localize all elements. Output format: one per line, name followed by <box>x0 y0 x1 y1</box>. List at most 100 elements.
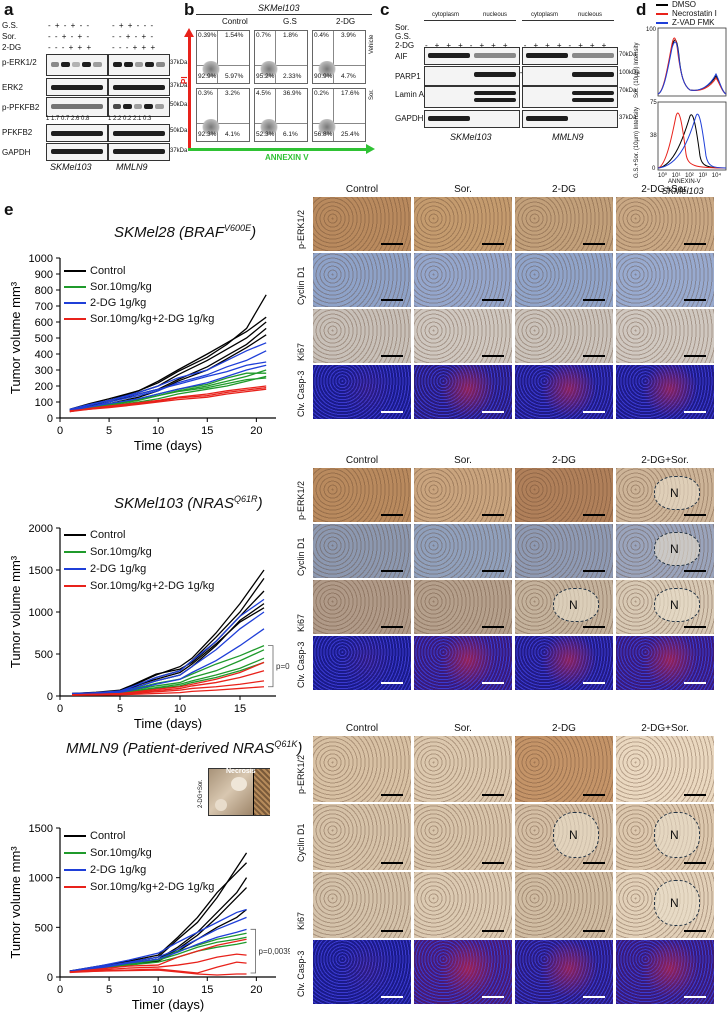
quadrant-percent: 92.3% <box>198 131 217 138</box>
legend-swatch-combo <box>64 318 86 321</box>
ihc-column-header: Control <box>345 455 379 466</box>
ihc-row-label: Cyclin D1 <box>296 537 306 576</box>
scale-bar <box>381 862 403 864</box>
ihc-column-header: Control <box>345 184 379 195</box>
quadrant-percent: 4.7% <box>341 73 356 80</box>
necrosis-inset-label: Necrosis <box>226 768 256 775</box>
necrosis-label: N <box>569 598 578 612</box>
legend-swatch <box>656 21 668 24</box>
ihc-row-label: p-ERK1/2 <box>296 480 306 520</box>
series-line <box>69 916 247 973</box>
ihc-column-header: 2-DG <box>552 184 576 195</box>
cell-line-label: SKMel103 <box>662 186 704 196</box>
panel-b-title: SKMel103 <box>258 3 300 13</box>
ihc-column-header: Sor. <box>454 455 472 466</box>
scale-bar <box>583 243 605 245</box>
scale-bar <box>684 626 706 628</box>
blot-image <box>108 78 170 96</box>
y-tick-label: 0 <box>47 972 53 984</box>
panel-b-letter: b <box>184 0 195 19</box>
blot-image <box>108 124 170 142</box>
legend-swatch <box>656 12 668 15</box>
scale-bar <box>482 355 504 357</box>
chart-title-skmel103: SKMel103 (NRASQ61R) <box>114 494 263 512</box>
histogram-plot <box>657 27 727 171</box>
ihc-image: N <box>616 804 714 870</box>
signs-row: - - + - + - <box>48 32 91 41</box>
fraction-label: nucleous <box>483 12 508 18</box>
ihc-image <box>313 636 411 690</box>
scale-bar <box>583 794 605 796</box>
tumor-chart-skmel28: 0 100 200 300 400 500 600 700 800 900 1000 0 5 10 15 20… <box>8 253 276 453</box>
y-axis-label: Tumor volume mm³ <box>8 846 23 959</box>
blot-image <box>522 47 618 65</box>
tumor-chart-mmln9: 0 500 1000 1500 0 5 10 15 20 Timer (days) Tumor vo… <box>8 823 290 1012</box>
quadrant-percent: 36.9% <box>283 90 302 97</box>
ihc-image <box>616 197 714 251</box>
x-tick-label: 15 <box>201 425 213 437</box>
arrow-right-icon <box>366 144 375 154</box>
scale-bar <box>381 996 403 998</box>
ihc-image <box>515 736 613 802</box>
legend-label: Sor.10mg/kg+2-DG 1g/kg <box>90 881 215 893</box>
ihc-image <box>414 309 512 363</box>
legend-label: 2-DG 1g/kg <box>90 864 147 876</box>
ihc-image <box>515 197 613 251</box>
y-tick-label: 700 <box>35 301 53 313</box>
y-tick-label: 1000 <box>29 253 53 265</box>
scale-bar <box>482 794 504 796</box>
ihc-column-header: 2-DG+Sor. <box>641 184 689 195</box>
blot-label: Lamin A/C <box>395 90 432 99</box>
cell-line-label: SKMel103 <box>50 162 92 172</box>
necrosis-inset <box>208 768 270 816</box>
quadrant-percent: 95.2% <box>256 73 275 80</box>
scale-bar <box>381 626 403 628</box>
y-tick: 100 <box>646 27 657 33</box>
scale-bar <box>482 514 504 516</box>
panel-a-signs-left: - + - + - - - - + - + - - - - + + + <box>48 20 92 53</box>
blot-label: p-PFKFB2 <box>2 103 40 112</box>
legend-label: Sor.10mg/kg <box>90 546 152 558</box>
divider <box>196 14 372 15</box>
pi-arrow <box>188 36 191 150</box>
blot-image <box>522 110 618 128</box>
ihc-image: N <box>515 804 613 870</box>
x-tick-label: 5 <box>117 703 123 715</box>
flow-plot: 0.7% 1.8% 95.2% 2.33% <box>254 30 308 84</box>
dot-cloud <box>317 119 337 135</box>
blot-image <box>46 124 108 142</box>
signs-row: - + + - - - <box>112 21 155 30</box>
x-ticks: 10⁰ 10¹ 10² 10³ 10⁴ <box>658 173 722 179</box>
y-tick-label: 200 <box>35 381 53 393</box>
scale-bar <box>482 930 504 932</box>
blot-image <box>424 110 520 128</box>
necrosis-region <box>654 532 700 566</box>
y-tick: 75 <box>650 100 657 106</box>
dot-cloud <box>259 61 279 77</box>
blot-label: ERK2 <box>2 83 23 92</box>
scale-bar <box>684 411 706 413</box>
tumor-chart-skmel103: 0 500 1000 1500 2000 0 5 10 15 Time (days) Tumor v… <box>8 523 290 731</box>
row-label: Sor. <box>395 23 410 32</box>
quadrant-percent: 0.4% <box>314 32 329 39</box>
mw-label: 50kDa <box>170 128 188 134</box>
necrosis-region <box>654 588 700 622</box>
panel-c-letter: c <box>380 0 390 19</box>
row-label: Vehicle <box>369 34 375 54</box>
y-tick-label: 1000 <box>29 607 53 619</box>
scale-bar <box>684 930 706 932</box>
series-line <box>69 361 267 410</box>
quadrant-percent: 1.54% <box>225 32 244 39</box>
blot-image <box>108 143 170 161</box>
blot-image <box>424 66 520 86</box>
legend-label: 2-DG 1g/kg <box>90 297 147 309</box>
legend-label: Sor.10mg/kg <box>90 847 152 859</box>
hist-zvad-bottom <box>657 113 727 169</box>
ihc-row-label: p-ERK1/2 <box>296 754 306 794</box>
scale-bar <box>583 355 605 357</box>
necrosis-label: N <box>670 542 679 556</box>
fraction-label: nucleous <box>578 12 603 18</box>
mw-label: 50kDa <box>170 102 188 108</box>
y-tick-label: 0 <box>47 691 53 703</box>
blot-image <box>46 78 108 96</box>
